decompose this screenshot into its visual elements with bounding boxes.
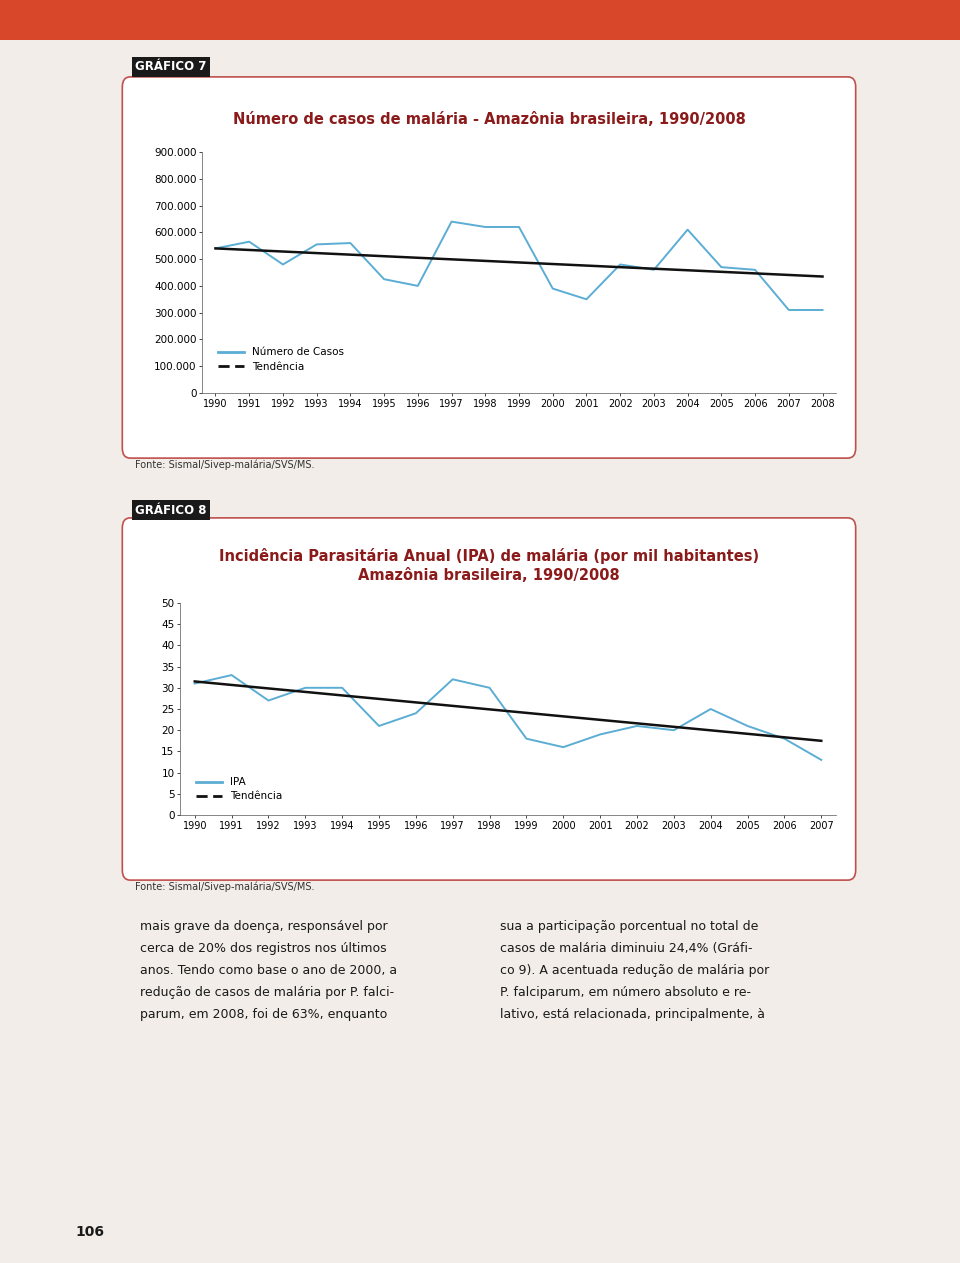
Legend: Número de Casos, Tendência: Número de Casos, Tendência bbox=[213, 344, 348, 375]
Text: Amazônia brasileira, 1990/2008: Amazônia brasileira, 1990/2008 bbox=[358, 567, 620, 582]
Text: anos. Tendo como base o ano de 2000, a: anos. Tendo como base o ano de 2000, a bbox=[140, 964, 397, 978]
Text: mais grave da doença, responsável por: mais grave da doença, responsável por bbox=[140, 919, 388, 933]
Text: sua a participação porcentual no total de: sua a participação porcentual no total d… bbox=[500, 919, 758, 933]
Text: Fonte: Sismal/Sivep-malária/SVS/MS.: Fonte: Sismal/Sivep-malária/SVS/MS. bbox=[135, 882, 315, 893]
Text: Incidência Parasitária Anual (IPA) de malária (por mil habitantes): Incidência Parasitária Anual (IPA) de ma… bbox=[219, 548, 759, 565]
Text: cerca de 20% dos registros nos últimos: cerca de 20% dos registros nos últimos bbox=[140, 942, 387, 955]
Text: P. falciparum, em número absoluto e re-: P. falciparum, em número absoluto e re- bbox=[500, 986, 751, 999]
Text: redução de casos de malária por P. falci-: redução de casos de malária por P. falci… bbox=[140, 986, 395, 999]
Text: casos de malária diminuiu 24,4% (Gráfi-: casos de malária diminuiu 24,4% (Gráfi- bbox=[500, 942, 753, 955]
Text: lativo, está relacionada, principalmente, à: lativo, está relacionada, principalmente… bbox=[500, 1008, 765, 1021]
Text: parum, em 2008, foi de 63%, enquanto: parum, em 2008, foi de 63%, enquanto bbox=[140, 1008, 387, 1021]
Text: GRÁFICO 7: GRÁFICO 7 bbox=[135, 61, 206, 73]
Text: Fonte: Sismal/Sivep-malária/SVS/MS.: Fonte: Sismal/Sivep-malária/SVS/MS. bbox=[135, 460, 315, 471]
Text: co 9). A acentuada redução de malária por: co 9). A acentuada redução de malária po… bbox=[500, 964, 769, 978]
Text: Número de casos de malária - Amazônia brasileira, 1990/2008: Número de casos de malária - Amazônia br… bbox=[232, 111, 745, 126]
Text: GRÁFICO 8: GRÁFICO 8 bbox=[135, 504, 206, 517]
Text: 106: 106 bbox=[75, 1225, 104, 1239]
Legend: IPA, Tendência: IPA, Tendência bbox=[192, 773, 287, 806]
